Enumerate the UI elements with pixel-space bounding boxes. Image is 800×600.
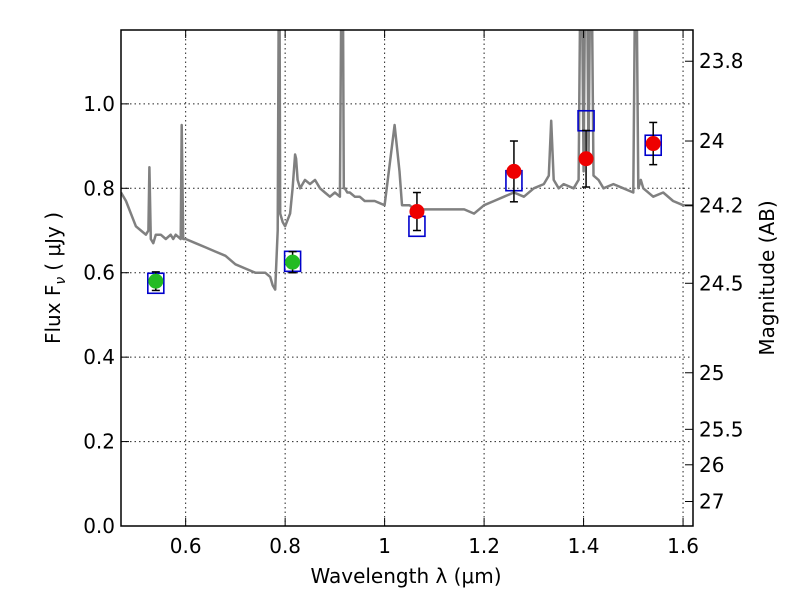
model-photometry-box	[577, 109, 595, 132]
plot-data	[121, 30, 693, 291]
y2-axis-label: Magnitude (AB)	[755, 200, 779, 355]
plot-points	[147, 109, 663, 295]
y-tick-label: 0.0	[83, 514, 115, 538]
x-tick-label: 0.8	[269, 534, 301, 558]
model-spectrum-line	[121, 30, 693, 291]
y-tick-label: 0.2	[83, 430, 115, 454]
observed-flux-point	[148, 273, 164, 289]
observed-flux-point	[506, 163, 522, 179]
x-tick-label: 1.4	[568, 534, 600, 558]
observed-flux-point	[285, 254, 301, 270]
magnitude-tick-label: 23.8	[699, 49, 744, 73]
magnitude-tick-label: 27	[699, 490, 724, 514]
grid	[121, 30, 693, 527]
y-axis-label-unit: ( μJy )	[41, 212, 65, 271]
y-tick-label: 0.4	[83, 345, 115, 369]
magnitude-tick-label: 24.5	[699, 271, 744, 295]
y-tick-label: 1.0	[83, 92, 115, 116]
x-tick-label: 1.6	[667, 534, 699, 558]
magnitude-tick-label: 24	[699, 129, 724, 153]
y-axis-label-sub: ν	[53, 277, 69, 285]
magnitude-tick-label: 24.2	[699, 194, 744, 218]
y-tick-label: 0.6	[83, 261, 115, 285]
y-axis-label-main: Flux F	[41, 285, 65, 344]
ticks: 0.6 0.8 1 1.2 1.4 1.6 0.0 0.2 0.4 0.6 0.8 1.0 23.8 24…	[83, 30, 744, 558]
plot-frame	[120, 29, 694, 527]
y-axis-label: Flux Fν ( μJy )	[41, 212, 69, 344]
observed-flux-point	[409, 204, 425, 220]
observed-flux-point	[578, 151, 594, 167]
x-tick-label: 1	[378, 534, 391, 558]
x-tick-label: 1.2	[468, 534, 500, 558]
y-tick-label: 0.8	[83, 176, 115, 200]
magnitude-tick-label: 25	[699, 361, 724, 385]
magnitude-tick-label: 25.5	[699, 417, 744, 441]
x-tick-label: 0.6	[170, 534, 202, 558]
magnitude-tick-label: 26	[699, 453, 724, 477]
x-axis-label: Wavelength λ (μm)	[310, 564, 501, 588]
observed-flux-point	[645, 136, 661, 152]
